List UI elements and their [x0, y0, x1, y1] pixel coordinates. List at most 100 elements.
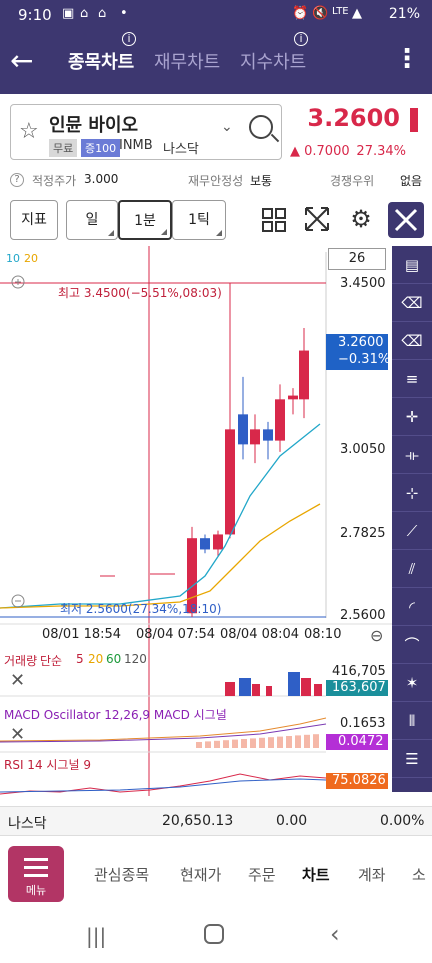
- menu-button[interactable]: 메뉴: [8, 846, 64, 902]
- index-quote-bar[interactable]: 나스닥 20,650.13 0.00 0.00%: [0, 806, 432, 836]
- chart-area[interactable]: 10 20 26 3.4500 3.0050 2.7825 2.5600 3.2…: [0, 246, 392, 796]
- macd-histogram-bar: [205, 741, 211, 748]
- macd-histogram-bar: [232, 739, 238, 748]
- competitive-value: 없음: [400, 174, 423, 188]
- levels-icon[interactable]: ☰: [392, 740, 432, 778]
- close-panel-icon[interactable]: ✕: [10, 670, 26, 691]
- notification-icon: ⌂: [98, 6, 107, 21]
- period-day-button[interactable]: 일: [66, 200, 118, 240]
- more-menu-icon[interactable]: ⋮: [394, 44, 420, 74]
- low-annotation: 최저 2.5600(27.34%,18:10): [60, 602, 222, 616]
- valuation-row: ? 적정주가 3.000 재무안정성 보통 경쟁우위 없음: [0, 168, 432, 192]
- candle-body: [187, 538, 197, 614]
- macd-current: 0.0472: [326, 734, 388, 750]
- line-tool-icon[interactable]: ≡: [392, 360, 432, 398]
- price-axis-label: 2.5600: [340, 608, 386, 623]
- mute-icon: 🔇: [312, 6, 329, 21]
- dot-icon: •: [120, 6, 128, 21]
- price-change-pct: 27.34%: [356, 144, 406, 159]
- eraser-all-icon[interactable]: ⌫: [392, 322, 432, 360]
- candle-body: [225, 429, 235, 535]
- tab-finance-chart[interactable]: 재무차트: [154, 52, 221, 73]
- close-panel-icon[interactable]: ✕: [10, 724, 26, 745]
- indicator-button[interactable]: 지표: [10, 200, 58, 240]
- quote-market: 나스닥: [8, 816, 47, 832]
- favorite-star-icon[interactable]: ☆: [19, 119, 39, 144]
- back-arrow-icon[interactable]: ←: [10, 44, 34, 77]
- period-minute-button[interactable]: 1분: [118, 200, 172, 240]
- trendline-icon[interactable]: ⟋: [392, 512, 432, 550]
- rsi-current: 75.0826: [326, 773, 388, 789]
- volume-type: 단순: [40, 654, 63, 668]
- time-axis-label: 08:10: [304, 627, 342, 642]
- volume-bar: [314, 684, 322, 696]
- volume-ma20: 20: [88, 652, 104, 666]
- drawing-tools-toggle-icon[interactable]: [388, 202, 424, 238]
- macd-histogram-bar: [313, 734, 319, 748]
- stock-selector[interactable]: ☆ 인뮨 바이오 무료 증100 INMB 나스닥 ⌄: [10, 104, 282, 160]
- macd-histogram-bar: [250, 738, 256, 748]
- arc-icon[interactable]: ⌒: [392, 626, 432, 664]
- ma20-line: [0, 503, 321, 609]
- nav-watchlist[interactable]: 관심종목: [94, 866, 150, 884]
- tab-index-chart[interactable]: 지수차트: [240, 52, 307, 73]
- price-axis-label: 3.4500: [340, 276, 386, 291]
- horizontal-line-icon[interactable]: ⟛: [392, 436, 432, 474]
- macd-histogram-bar: [295, 735, 301, 748]
- tab-stock-chart[interactable]: 종목차트: [68, 52, 135, 73]
- candle-body: [238, 414, 248, 445]
- recent-apps-icon[interactable]: |||: [86, 924, 107, 948]
- fin-stability-label: 재무안정성: [188, 174, 244, 188]
- search-icon[interactable]: [249, 115, 273, 139]
- fin-stability-value: 보통: [250, 174, 273, 188]
- period-lines-icon[interactable]: ⦀: [392, 702, 432, 740]
- time-axis-label: 08/04 08:04: [220, 627, 300, 642]
- fibonacci-icon[interactable]: ◜: [392, 588, 432, 626]
- volume-max: 416,705: [332, 664, 386, 679]
- price-change: ▲ 0.7000: [290, 144, 350, 159]
- fan-icon[interactable]: ✶: [392, 664, 432, 702]
- candle-body: [275, 399, 285, 441]
- current-price-value: 3.2600: [338, 335, 384, 350]
- time-axis-label: 08/04 07:54: [136, 627, 216, 642]
- gallery-icon: ▣: [62, 6, 75, 21]
- menu-label: 메뉴: [25, 884, 47, 897]
- candle-body: [299, 350, 309, 400]
- settings-gear-icon[interactable]: ⚙: [350, 205, 372, 233]
- macd-histogram-bar: [259, 737, 265, 748]
- layout-grid-icon[interactable]: [262, 208, 286, 232]
- ma20-label: 20: [24, 252, 38, 265]
- status-bar: 9:10 ▣ ⌂ ⌂ • ⏰ 🔇 LTE ▲ 21%: [0, 0, 432, 30]
- macd-histogram-bar: [277, 736, 283, 748]
- candle-body: [288, 395, 298, 400]
- candle-body: [263, 429, 273, 441]
- period-tick-button[interactable]: 1틱: [172, 200, 226, 240]
- price-axis-label: 2.7825: [340, 526, 386, 541]
- drawing-toolbar: ▤ ⌫ ⌫ ≡ ✛ ⟛ ⊹ ⟋ ⫽ ◜ ⌒ ✶ ⦀ ☰: [392, 246, 432, 792]
- fullscreen-icon[interactable]: [304, 206, 330, 232]
- macd-histogram-bar: [268, 737, 274, 748]
- macd-label: MACD Oscillator 12,26,9 MACD 시그널: [4, 708, 227, 722]
- channel-icon[interactable]: ⫽: [392, 550, 432, 588]
- system-nav-bar: ||| ‹: [0, 912, 432, 963]
- home-button-icon[interactable]: [204, 924, 224, 944]
- zoom-out-icon[interactable]: ⊖: [370, 626, 384, 645]
- nav-order[interactable]: 주문: [248, 866, 276, 884]
- candle-count-box[interactable]: 26: [328, 248, 386, 270]
- back-button-icon[interactable]: ‹: [330, 920, 340, 948]
- chevron-down-icon[interactable]: ⌄: [221, 119, 233, 135]
- nav-more[interactable]: 소: [412, 866, 426, 884]
- help-icon[interactable]: ?: [10, 173, 24, 187]
- nav-account[interactable]: 계좌: [358, 866, 386, 884]
- crosshair-icon[interactable]: ✛: [392, 398, 432, 436]
- eraser-icon[interactable]: ⌫: [392, 284, 432, 322]
- macd-histogram-bar: [196, 742, 202, 748]
- nav-quote[interactable]: 현재가: [180, 866, 222, 884]
- stock-market: 나스닥: [163, 142, 199, 157]
- network-type: LTE: [332, 6, 349, 17]
- save-icon[interactable]: ▤: [392, 246, 432, 284]
- vertical-line-icon[interactable]: ⊹: [392, 474, 432, 512]
- nav-chart[interactable]: 차트: [302, 866, 330, 884]
- volume-bar: [225, 682, 235, 696]
- high-annotation: 최고 3.4500(−5.51%,08:03): [58, 286, 222, 300]
